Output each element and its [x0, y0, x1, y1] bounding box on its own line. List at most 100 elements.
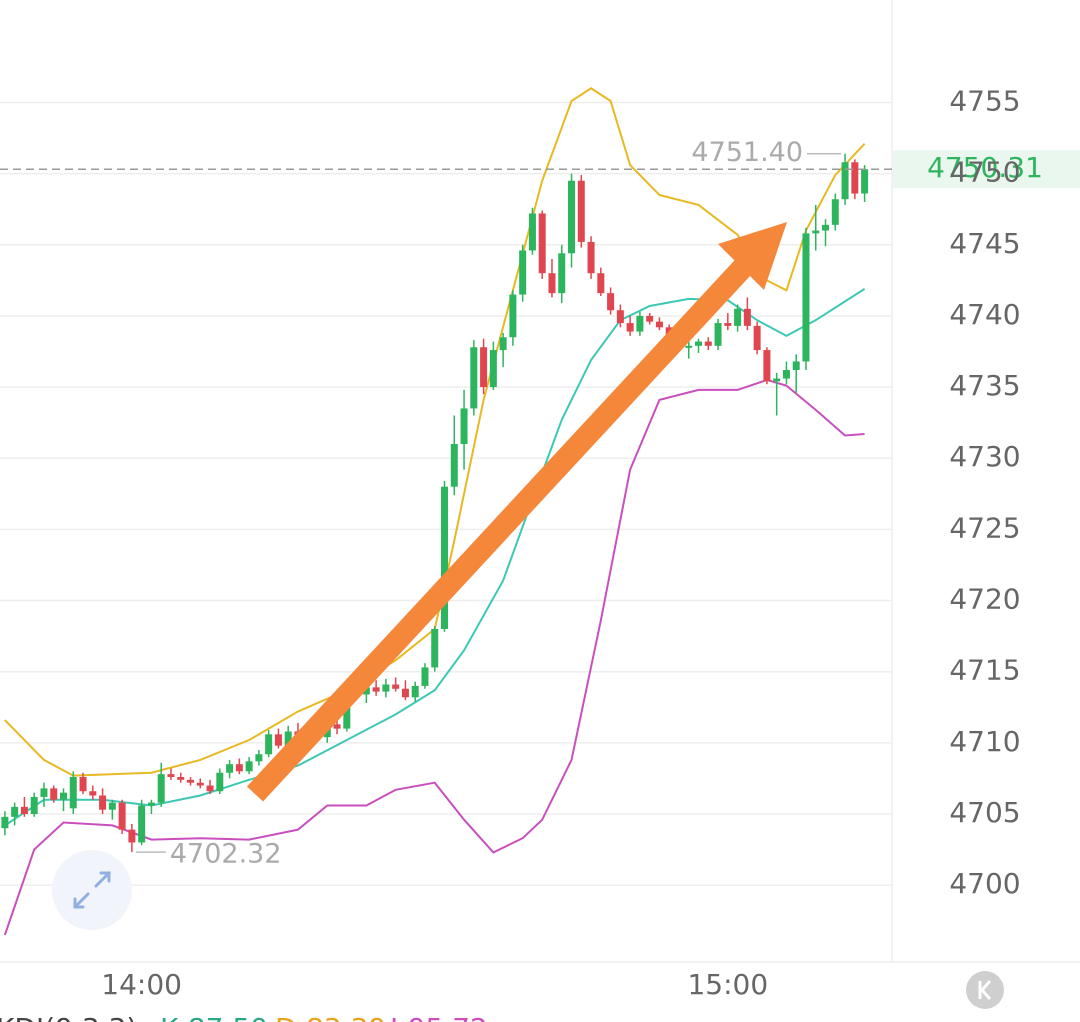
candle-body: [99, 795, 107, 810]
candle-body: [284, 731, 292, 746]
y-tick-label: 4745: [949, 227, 1020, 260]
y-tick-label: 4750: [949, 156, 1020, 189]
candle-body: [587, 241, 595, 274]
y-tick-label: 4720: [949, 583, 1020, 616]
candle-body: [548, 273, 556, 294]
candle-body: [108, 802, 116, 810]
candle-body: [372, 687, 380, 692]
candle-body: [157, 774, 165, 803]
candle-body: [235, 764, 243, 772]
candle-body: [441, 486, 449, 629]
low-label: 4702.32: [170, 839, 282, 870]
candle-body: [382, 684, 390, 692]
candle-body: [822, 224, 830, 231]
last-price-badge: [893, 150, 1080, 189]
candle-body: [196, 782, 204, 786]
expand-button[interactable]: [52, 850, 132, 930]
candle-body: [138, 805, 146, 843]
candle-body: [206, 785, 214, 792]
k-button-icon[interactable]: [978, 980, 992, 1000]
candle-body: [392, 684, 400, 689]
candle-body: [685, 345, 693, 348]
candle-body: [499, 337, 507, 351]
candle-body: [773, 378, 781, 382]
y-tick-label: 4735: [949, 369, 1020, 402]
candle-body: [333, 724, 341, 729]
candle-body: [431, 629, 439, 668]
y-tick-label: 4755: [949, 84, 1020, 117]
candle-body: [782, 370, 790, 379]
candle-body: [177, 777, 185, 780]
expand-bg[interactable]: [52, 850, 132, 930]
candle-body: [655, 321, 663, 328]
candle-body: [450, 444, 458, 487]
band-line: [4, 288, 866, 827]
k-button[interactable]: [966, 971, 1004, 1009]
candle-body: [851, 162, 859, 194]
candle-body: [69, 777, 77, 809]
candle-body: [577, 180, 585, 242]
grid: [0, 101, 892, 886]
candle-body: [421, 667, 429, 686]
candle-body: [480, 347, 488, 388]
y-tick-label: 4715: [949, 654, 1020, 687]
candle-body: [118, 802, 126, 830]
candle-body: [245, 761, 253, 772]
candle-body: [607, 293, 615, 311]
candle-body: [831, 199, 839, 225]
candle-body: [519, 250, 527, 295]
annotations: 4751.40 4702.32 4750.31: [0, 137, 1080, 870]
candle-body: [792, 361, 800, 370]
kdj-indicator: KDJ(9,3,3): K:87.50 D:83.39 J:95.72: [0, 1012, 488, 1022]
candle-body: [60, 792, 68, 800]
candle-body: [50, 788, 58, 800]
candle-body: [265, 734, 273, 755]
candle-body: [528, 213, 536, 251]
kdj-k: K:87.50: [160, 1012, 268, 1022]
candle-body: [714, 323, 722, 346]
candle-body: [1, 816, 9, 829]
candle-body: [695, 341, 703, 346]
x-tick-label: 14:00: [101, 968, 182, 1001]
arrow-head: [718, 222, 787, 290]
candle-body: [616, 310, 624, 324]
k-button-bg[interactable]: [966, 971, 1004, 1009]
candle-body: [20, 806, 28, 814]
y-tick-label: 4710: [949, 725, 1020, 758]
bands: [3, 87, 866, 936]
candle-body: [11, 806, 19, 817]
candle-body: [187, 779, 195, 783]
candle-body: [470, 347, 478, 409]
candle-body: [704, 341, 712, 346]
kdj-d: D:83.39: [275, 1012, 386, 1022]
y-tick-label: 4700: [949, 867, 1020, 900]
candle-body: [362, 687, 370, 695]
candle-body: [89, 791, 97, 796]
candle-body: [753, 325, 761, 351]
candle-body: [812, 230, 820, 234]
expand-icon[interactable]: [73, 871, 111, 909]
candle-body: [509, 294, 517, 338]
candle-body: [734, 308, 742, 326]
candle-body: [636, 315, 644, 332]
y-tick-label: 4730: [949, 440, 1020, 473]
band-line: [3, 378, 865, 936]
candle-body: [802, 233, 810, 362]
candle-body: [167, 774, 175, 777]
kdj-label: KDJ(9,3,3):: [0, 1012, 147, 1022]
candle-body: [147, 802, 155, 806]
y-tick-label: 4725: [949, 511, 1020, 544]
candle-body: [489, 350, 497, 388]
candle-body: [30, 796, 38, 814]
candle-body: [861, 169, 869, 194]
candle-body: [226, 764, 234, 773]
candle-body: [568, 180, 576, 254]
candle-body: [538, 213, 546, 274]
candle-body: [763, 350, 771, 382]
candle-body: [40, 788, 48, 797]
candle-body: [460, 408, 468, 444]
last-price-label: 4750.31: [927, 151, 1043, 184]
candle-body: [128, 829, 136, 843]
